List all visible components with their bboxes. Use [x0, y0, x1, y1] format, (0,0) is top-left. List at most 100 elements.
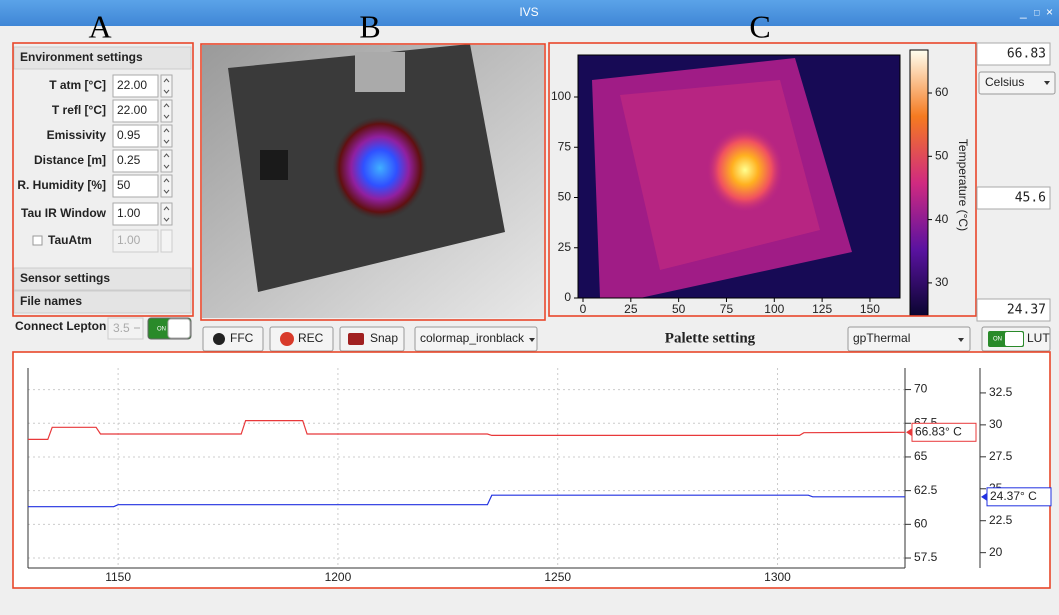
field-label: Distance [m] — [34, 153, 106, 167]
switch-knob — [1005, 332, 1023, 346]
panel-frame — [548, 42, 977, 317]
y-tick-label: 57.5 — [914, 550, 938, 564]
button-icon — [348, 333, 364, 345]
end-label: 24.37° C — [990, 489, 1037, 503]
spin-icon — [163, 78, 170, 94]
readout-max: 66.83 — [1007, 47, 1046, 62]
connect-switch[interactable]: ON — [147, 317, 192, 340]
ffc-button[interactable]: FFC — [202, 326, 264, 352]
series-line — [28, 494, 905, 508]
y-tick-label: 65 — [914, 449, 928, 463]
panel-frame — [12, 42, 194, 317]
field-value: 0.25 — [117, 153, 141, 167]
series-line — [28, 420, 906, 440]
dropdown-arrow — [529, 338, 535, 342]
spin-arrows[interactable] — [160, 174, 173, 198]
field-value: 22.00 — [117, 78, 147, 92]
spin-icon — [163, 128, 170, 144]
section-header[interactable] — [13, 290, 192, 314]
colormap-dropdown[interactable]: colormap_ironblack — [414, 326, 538, 352]
version-value: 3.5 — [113, 321, 130, 335]
chip — [260, 150, 288, 180]
dropdown-bg — [847, 326, 971, 352]
y2-tick-label: 30 — [989, 417, 1003, 431]
spinbox[interactable] — [112, 99, 159, 123]
y2-tick-label: 20 — [989, 545, 1003, 559]
panel-label: B — [359, 8, 380, 44]
palette-dropdown[interactable]: gpThermal — [847, 326, 971, 352]
end-label-box — [911, 422, 977, 442]
colorbar-tick-label: 30 — [935, 275, 949, 289]
field-label: R. Humidity [%] — [17, 178, 106, 192]
end-marker — [906, 428, 912, 437]
x-tick-label: 1300 — [764, 570, 791, 584]
y2-tick-label: 32.5 — [989, 385, 1013, 399]
snap-button[interactable]: Snap — [339, 326, 405, 352]
spin-icon — [163, 206, 170, 222]
rec-button[interactable]: REC — [269, 326, 334, 352]
colorbar-tick-label: 40 — [935, 212, 949, 226]
version-dropdown[interactable] — [107, 317, 144, 340]
spin-arrows[interactable] — [160, 74, 173, 98]
colorbar-tick-label: 50 — [935, 148, 949, 162]
connect-label: Connect Lepton — [15, 319, 106, 333]
x-tick-label: 150 — [860, 302, 880, 316]
field-label: T refl [°C] — [52, 103, 106, 117]
unit-dropdown[interactable] — [978, 71, 1056, 95]
spin-icon — [163, 153, 170, 169]
spin-arrows[interactable] — [160, 99, 173, 123]
switch-label: ON — [993, 337, 1002, 343]
window-close[interactable]: × — [1046, 5, 1053, 19]
x-tick-label: 125 — [812, 302, 832, 316]
section-header[interactable] — [13, 267, 192, 291]
spinbox[interactable] — [112, 202, 159, 226]
heatmap-hotspot — [707, 128, 783, 212]
colorbar-label: Temperature (°C) — [956, 139, 970, 231]
spinbox — [112, 229, 159, 253]
y-tick-label: 62.5 — [914, 483, 938, 497]
readout-box — [976, 186, 1051, 210]
field-label: T atm [°C] — [49, 78, 106, 92]
thermal-view: Temperature (°C) 0 25 50 75 100 125 150 0 25 50 75… — [548, 42, 977, 317]
button-icon — [280, 332, 294, 346]
spin-arrows[interactable] — [160, 202, 173, 226]
section-title: Environment settings — [20, 50, 143, 64]
field-value: 22.00 — [117, 103, 147, 117]
connector — [355, 52, 405, 92]
spinbox[interactable] — [112, 174, 159, 198]
lut-switch[interactable]: ON LUT — [981, 326, 1051, 352]
spinbox[interactable] — [112, 74, 159, 98]
button-label: LUT — [1027, 331, 1050, 345]
field-label: Emissivity — [47, 128, 107, 142]
panel-frame — [200, 43, 546, 321]
title-bar — [0, 0, 1059, 26]
end-label: 66.83° C — [915, 424, 962, 438]
dropdown-value: gpThermal — [853, 331, 910, 345]
dropdown-bg — [414, 326, 538, 352]
section-header[interactable] — [13, 46, 192, 70]
spin-arrows[interactable] — [160, 149, 173, 173]
window-minimize[interactable]: _ — [1019, 5, 1027, 19]
switch-label: ON — [157, 327, 166, 333]
x-tick-label: 75 — [720, 302, 734, 316]
readout-box — [976, 42, 1051, 66]
dropdown-arrow — [1044, 81, 1050, 85]
spinbox[interactable] — [112, 149, 159, 173]
y-tick-label: 25 — [558, 240, 572, 254]
field-value: 1.00 — [117, 233, 141, 247]
trend-chart: 1150 1200 1250 130057.56062.56567.5702022.5… — [27, 368, 1052, 584]
x-tick-label: 25 — [624, 302, 638, 316]
x-tick-label: 100 — [764, 302, 784, 316]
spin-icon — [163, 178, 170, 194]
checkbox[interactable] — [32, 235, 43, 246]
readout-box — [976, 298, 1051, 322]
window-maximize[interactable]: □ — [1034, 7, 1040, 17]
x-tick-label: 0 — [580, 302, 587, 316]
switch-knob — [167, 318, 191, 339]
button-label: Snap — [370, 331, 398, 345]
spinbox[interactable] — [112, 124, 159, 148]
y-tick-label: 100 — [551, 89, 571, 103]
spin-arrows[interactable] — [160, 124, 173, 148]
button-label: FFC — [230, 331, 254, 345]
